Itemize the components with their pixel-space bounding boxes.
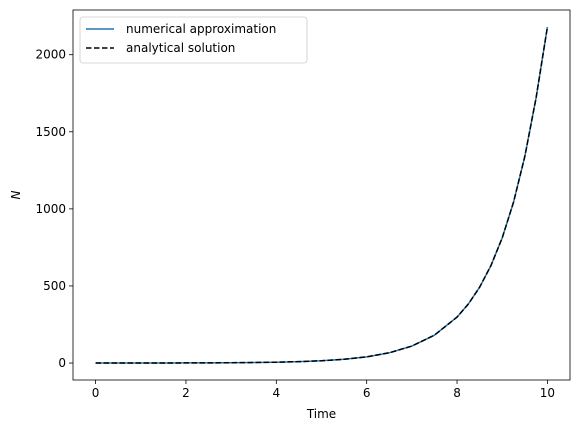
legend-label-numerical: numerical approximation xyxy=(126,22,276,36)
x-tick-label: 6 xyxy=(363,386,371,400)
x-tick-label: 2 xyxy=(182,386,190,400)
y-tick-label: 1500 xyxy=(35,125,66,139)
series-layer xyxy=(95,26,549,364)
series-line-analytical xyxy=(95,26,549,364)
legend-label-analytical: analytical solution xyxy=(126,41,235,55)
x-tick-label: 4 xyxy=(272,386,280,400)
y-tick-label: 1000 xyxy=(35,202,66,216)
x-axis-label: Time xyxy=(306,407,336,421)
y-axis-label: N xyxy=(9,190,23,199)
y-tick-label: 2000 xyxy=(35,48,66,62)
y-tick-label: 500 xyxy=(43,279,66,293)
series-line-numerical xyxy=(95,26,549,364)
tick-layer: 0 2 4 6 8 10 0 500 1000 1500 2000 xyxy=(35,48,555,400)
y-tick-label: 0 xyxy=(58,356,66,370)
x-tick-label: 0 xyxy=(92,386,100,400)
x-tick-label: 10 xyxy=(540,386,555,400)
legend-box xyxy=(79,16,308,64)
x-tick-label: 8 xyxy=(453,386,461,400)
plot-frame xyxy=(72,9,571,381)
legend: numerical approximation analytical solut… xyxy=(79,16,308,64)
